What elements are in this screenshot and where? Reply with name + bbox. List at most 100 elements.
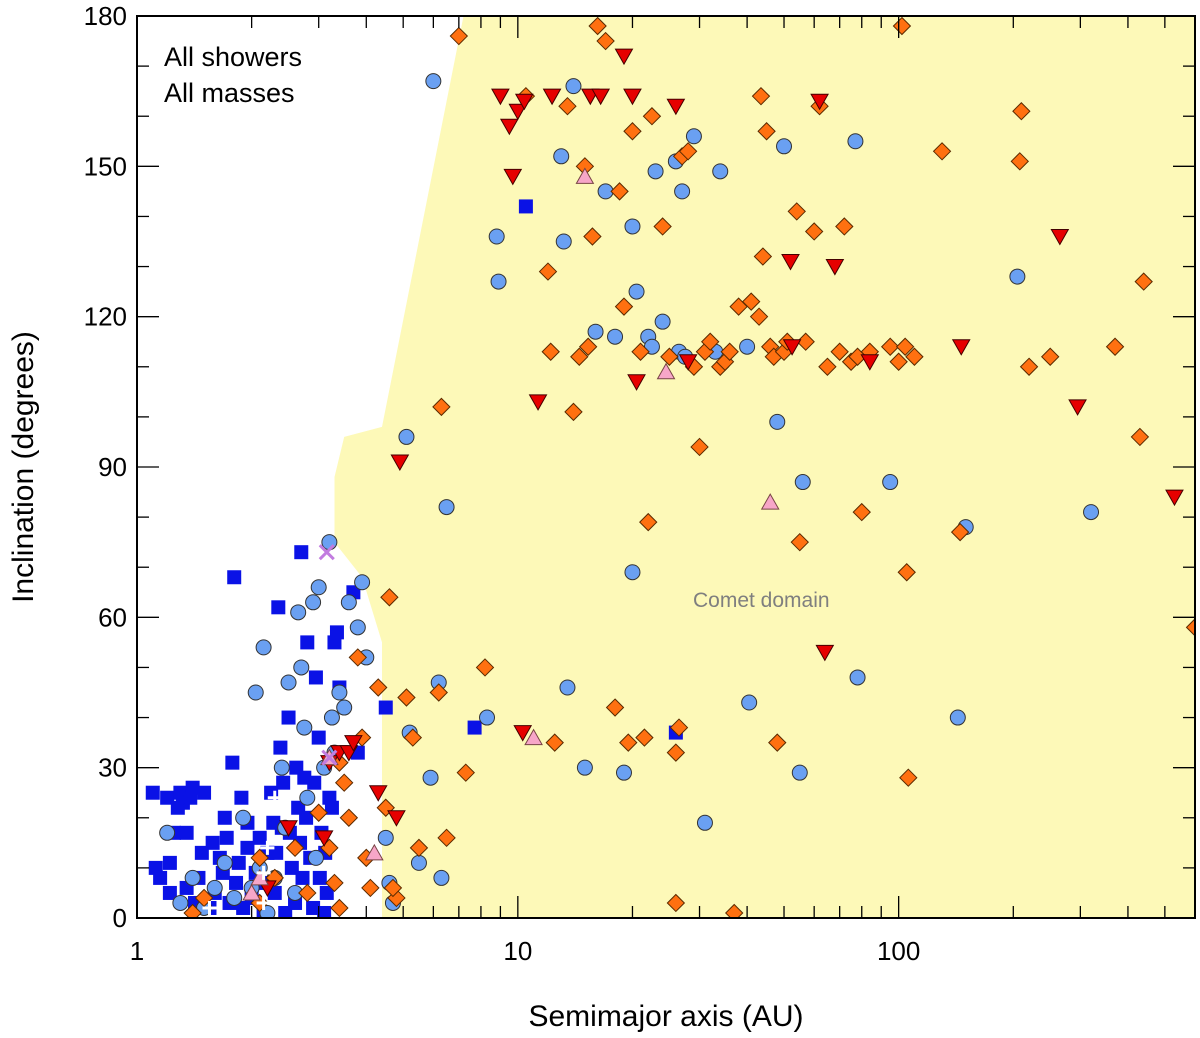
data-point [247,684,264,701]
data-point [555,233,572,250]
data-point [324,800,339,815]
data-point [951,339,971,356]
data-point [299,810,314,825]
data-point [267,790,282,805]
data-point [508,103,528,121]
data-point [229,875,244,890]
data-point [635,728,654,747]
data-point [690,437,709,457]
data-point [269,845,284,860]
data-point [467,720,482,735]
data-point [273,759,290,776]
data-point [280,674,297,691]
data-point [339,808,359,827]
data-point [753,247,773,266]
data-point [312,870,327,885]
data-point [323,709,340,726]
data-point [513,725,533,742]
data-point [559,679,576,696]
data-point [610,182,629,201]
data-point [331,684,348,701]
data-point [852,502,871,522]
data-point [949,709,966,726]
data-point [541,342,560,361]
data-point [588,16,607,36]
data-point [950,522,970,542]
data-point [437,828,456,848]
data-point [614,297,634,316]
data-point [162,855,177,870]
data-point [278,905,293,918]
data-point [587,323,604,340]
data-point [294,545,309,560]
data-point [348,648,368,667]
data-point [1134,272,1153,291]
data-point [361,878,380,898]
data-point [491,88,510,106]
data-point [1130,427,1150,447]
data-point [576,759,593,776]
data-point [825,259,845,276]
data-point [790,532,809,552]
data-point [271,600,286,615]
data-point [153,870,168,885]
data-point [882,474,899,491]
data-point [298,883,317,903]
data-point [596,31,615,51]
data-point [623,88,642,106]
data-point [1040,347,1060,366]
data-point [642,107,662,126]
data-point [787,202,806,221]
data-point [334,773,354,792]
data-point [219,830,234,845]
data-point [1083,504,1100,521]
data-point [860,354,880,371]
data-point [490,273,507,290]
data-point [281,710,296,725]
data-point [1165,489,1184,507]
data-point [815,644,835,662]
data-point [368,785,388,802]
data-point [398,428,415,445]
data-point [410,854,427,871]
data-point [305,594,322,611]
data-point [308,670,323,685]
data-point [240,840,255,855]
data-point [499,118,519,136]
data-point [892,16,912,36]
series-plus [202,790,282,915]
data-point [578,337,598,356]
x-tick-label: 1 [130,936,144,966]
data-point [314,830,334,847]
data-point [674,183,691,200]
data-point [364,843,384,861]
data-point [369,678,388,697]
data-point [183,903,202,918]
data-point [433,869,450,886]
data-point [242,883,261,901]
data-point [260,840,275,855]
data-point [429,683,448,702]
data-point [295,870,310,885]
data-point [607,328,624,345]
y-tick-label: 120 [84,302,127,332]
data-point [538,262,558,281]
data-point [1009,268,1026,285]
x-tick-label: 100 [877,936,920,966]
data-point [378,700,393,715]
data-point [849,669,866,686]
data-point [206,879,223,896]
data-point [542,88,562,106]
data-point [1012,102,1031,121]
data-point [1185,618,1195,637]
data-point [309,803,328,822]
data-point [605,698,625,717]
data-point [300,635,315,650]
data-point [678,142,698,161]
legend-line-1: All showers [164,42,302,72]
data-point [397,688,416,707]
data-point [666,893,686,913]
data-point [256,865,271,880]
data-point [899,768,918,787]
